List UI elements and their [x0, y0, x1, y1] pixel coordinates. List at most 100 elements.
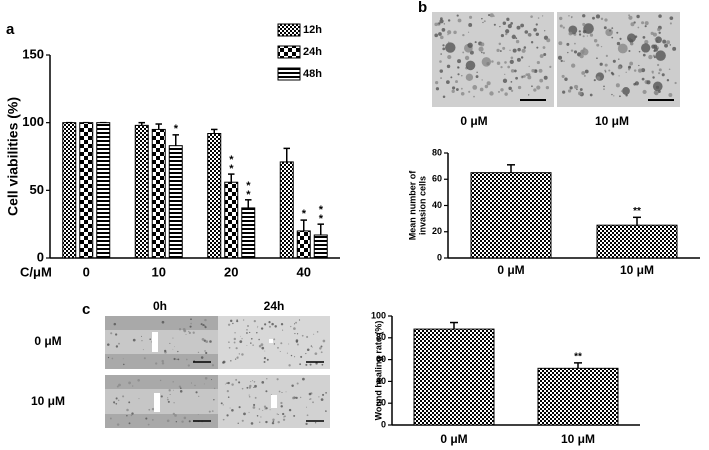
bar: [207, 132, 222, 259]
significance: **: [242, 180, 254, 198]
texture: [227, 323, 231, 326]
texture: [611, 36, 614, 39]
texture: [481, 57, 492, 67]
texture: [638, 50, 641, 53]
texture: [520, 23, 525, 28]
texture: [227, 381, 230, 385]
texture: [493, 23, 496, 26]
texture: [296, 333, 299, 335]
texture: [653, 49, 656, 53]
texture: [280, 401, 283, 405]
texture: [240, 335, 241, 337]
texture: [664, 43, 668, 48]
texture: [159, 379, 162, 382]
texture: [558, 41, 563, 46]
texture: [595, 72, 605, 81]
texture: [533, 88, 537, 92]
texture: [293, 323, 296, 325]
texture: [657, 27, 661, 32]
texture: [669, 16, 674, 21]
texture: [530, 15, 533, 18]
wound-gap: [105, 330, 218, 354]
texture: [570, 16, 573, 19]
gap-marker: [269, 339, 273, 343]
texture: [295, 321, 297, 324]
texture: [642, 53, 646, 57]
texture: [316, 331, 319, 333]
texture: [295, 396, 298, 400]
y-tick-label: 60: [432, 174, 442, 184]
texture: [172, 337, 174, 339]
texture: [530, 41, 534, 44]
texture: [299, 363, 302, 366]
texture: [668, 93, 673, 97]
texture: [629, 61, 634, 66]
texture: [566, 42, 570, 46]
texture: [155, 362, 158, 365]
texture: [652, 76, 655, 79]
texture: [161, 362, 165, 365]
texture: [655, 85, 660, 89]
texture: [517, 47, 521, 52]
texture: [653, 44, 658, 49]
texture: [439, 19, 444, 24]
texture: [237, 422, 239, 424]
texture: [484, 84, 489, 89]
texture: [513, 69, 517, 73]
texture: [646, 80, 651, 85]
texture: [605, 28, 613, 37]
texture: [502, 46, 506, 50]
texture: [194, 384, 196, 387]
texture: [620, 90, 623, 92]
texture: [126, 408, 129, 412]
texture: [311, 346, 313, 348]
texture: [272, 418, 275, 421]
texture: [672, 46, 677, 51]
texture: [516, 57, 521, 62]
bar: [79, 122, 94, 259]
texture: [256, 331, 258, 334]
texture: [652, 32, 657, 37]
texture: [141, 340, 143, 342]
texture: [570, 49, 574, 52]
texture: [581, 48, 589, 56]
texture: [254, 384, 257, 388]
texture: [260, 327, 264, 330]
texture: [638, 64, 640, 67]
texture: [132, 338, 136, 342]
texture: [500, 66, 503, 69]
texture: [115, 345, 119, 348]
texture: [107, 343, 110, 346]
legend-label: 24h: [303, 46, 322, 58]
texture: [539, 54, 544, 58]
texture: [579, 88, 583, 91]
texture: [475, 75, 479, 78]
texture: [637, 68, 643, 73]
texture: [231, 383, 234, 386]
texture: [306, 335, 309, 338]
texture: [533, 27, 537, 32]
texture: [458, 67, 460, 69]
texture: [669, 44, 672, 46]
texture: [222, 360, 226, 364]
texture: [488, 14, 491, 17]
texture: [273, 343, 276, 345]
texture: [589, 93, 593, 97]
texture: [320, 351, 323, 354]
texture: [451, 89, 455, 93]
texture: [276, 413, 278, 415]
texture: [241, 387, 244, 390]
texture: [674, 81, 677, 85]
texture: [220, 402, 223, 405]
texture: [546, 38, 551, 43]
texture: [561, 74, 565, 78]
texture: [281, 391, 283, 393]
texture: [644, 25, 647, 28]
texture: [174, 414, 177, 417]
texture: [617, 43, 628, 54]
texture: [290, 325, 292, 328]
texture: [578, 91, 582, 96]
texture: [517, 85, 522, 90]
texture: [666, 79, 670, 82]
